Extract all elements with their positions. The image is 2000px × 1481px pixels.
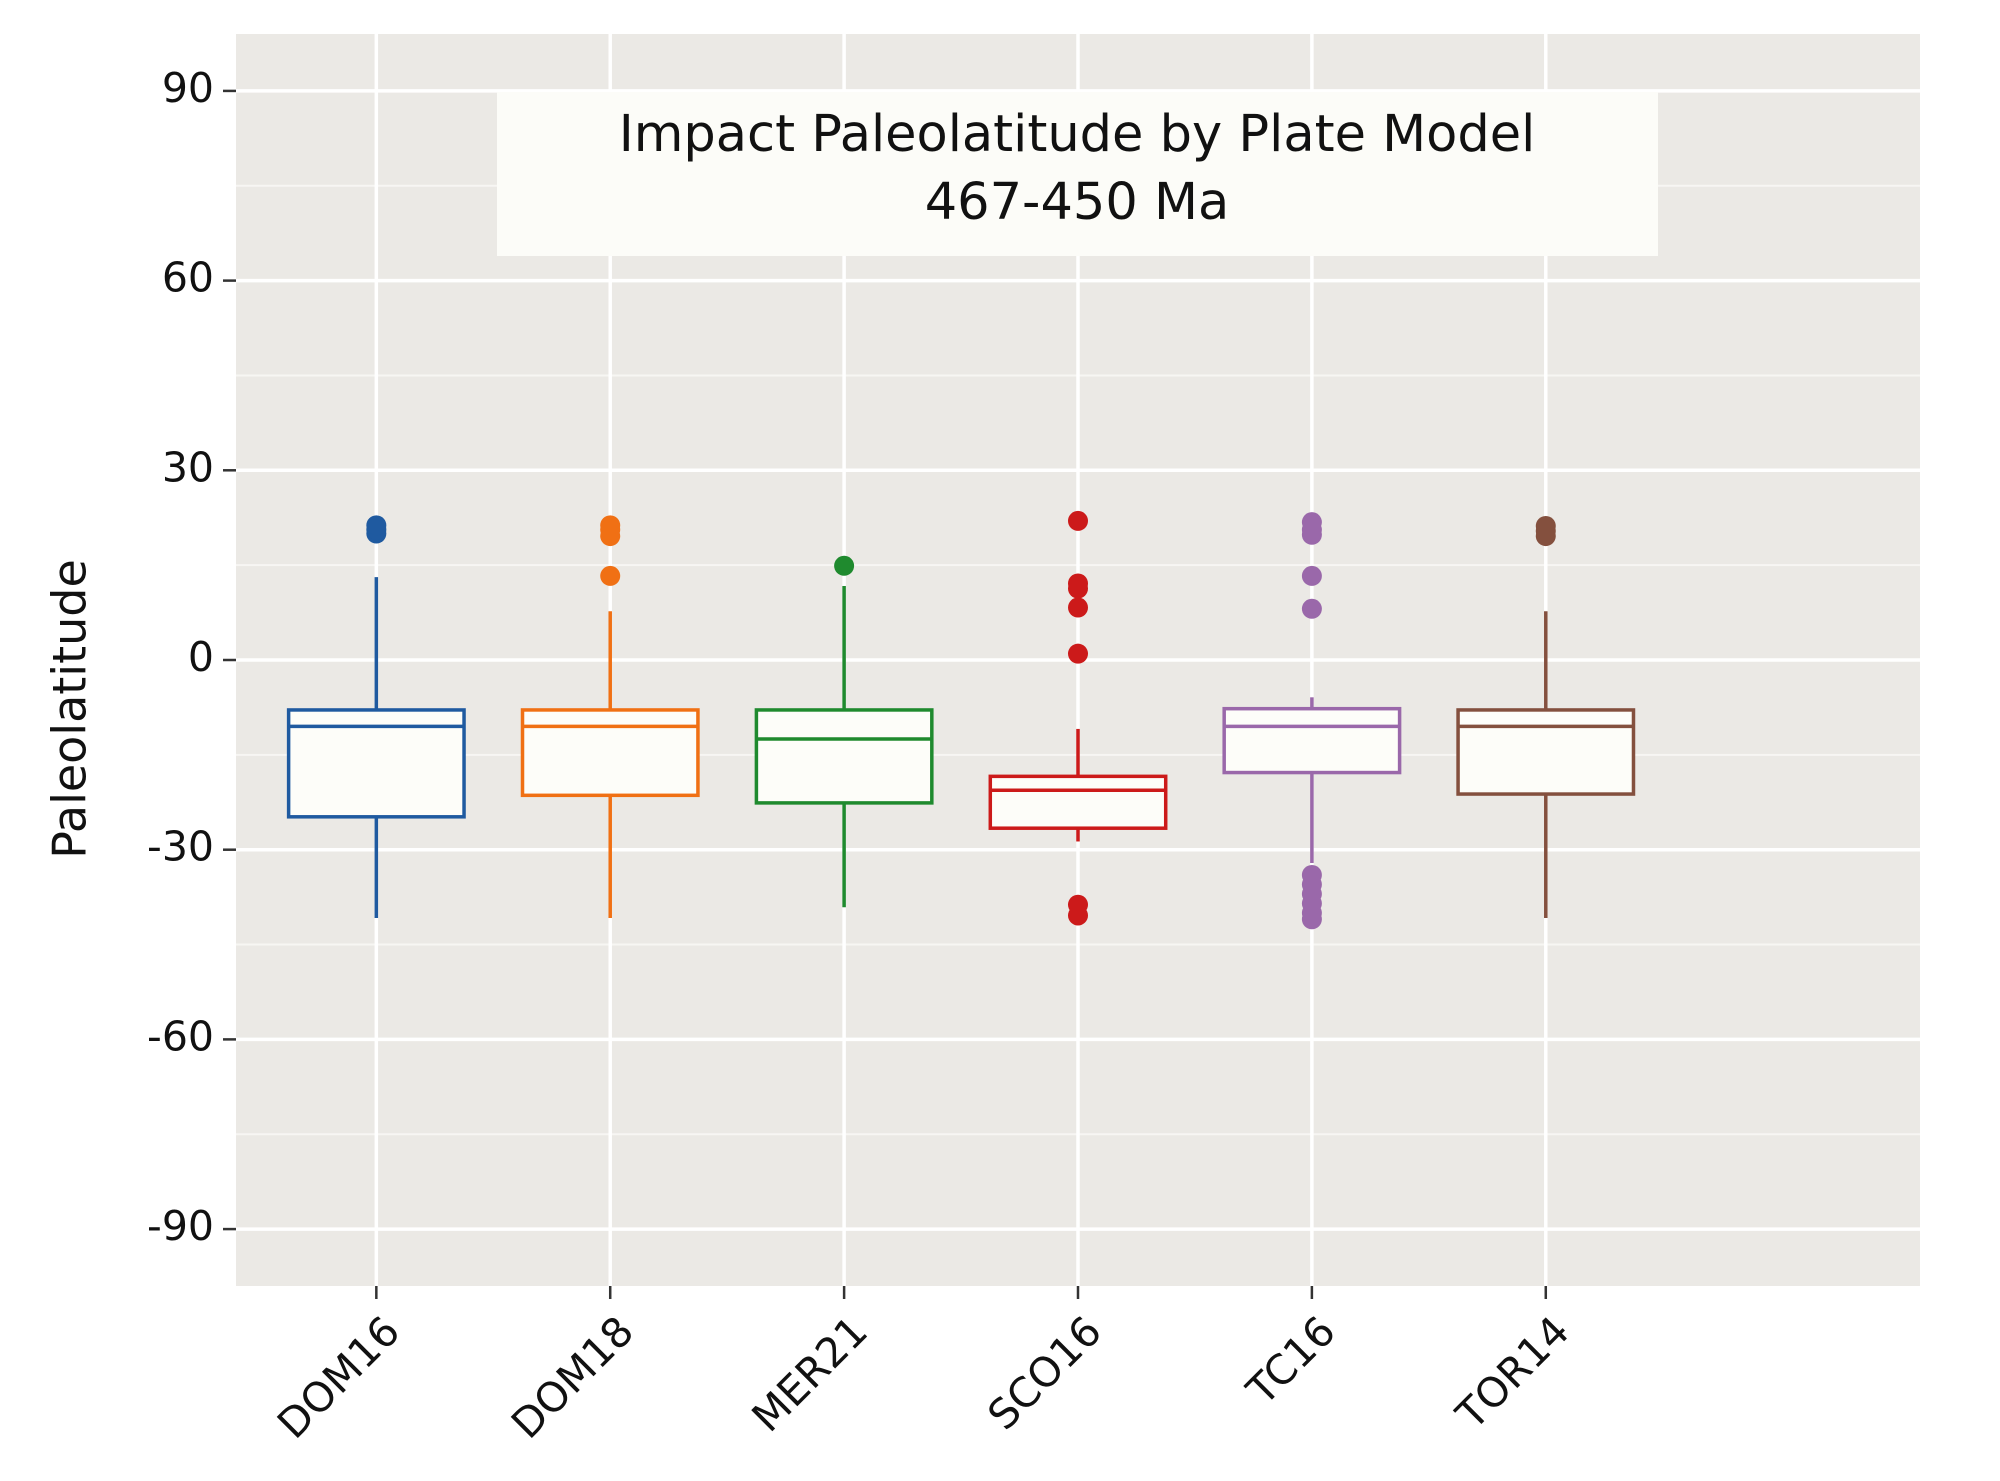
- x-tick-label: MER21: [743, 1307, 877, 1441]
- y-tick-label: -90: [147, 1202, 214, 1250]
- y-tick-label: -60: [147, 1012, 214, 1060]
- outlier: [834, 555, 855, 576]
- y-tick-label: 90: [162, 64, 214, 112]
- y-tick-label: 0: [188, 633, 214, 681]
- outlier: [1068, 578, 1088, 599]
- outlier: [1301, 565, 1322, 586]
- y-tick-label: 60: [162, 254, 214, 302]
- outlier: [1301, 909, 1322, 930]
- chart-title: Impact Paleolatitude by Plate Model: [619, 105, 1536, 164]
- outlier: [600, 515, 621, 536]
- box: [1222, 706, 1402, 775]
- x-tick-label: SCO16: [979, 1307, 1111, 1439]
- x-tick-label: TOR14: [1446, 1307, 1578, 1439]
- outlier: [1068, 510, 1088, 531]
- x-tick-label: DOM18: [502, 1307, 643, 1448]
- outlier: [1301, 524, 1322, 545]
- outlier: [1068, 643, 1088, 664]
- outlier: [600, 565, 621, 586]
- x-tick-label: DOM16: [268, 1307, 409, 1448]
- outlier: [1068, 597, 1088, 618]
- x-tick-label: TC16: [1237, 1307, 1345, 1415]
- y-tick-label: -30: [147, 823, 214, 871]
- y-axis-label: Paleolatitude: [43, 559, 97, 859]
- title-box: [497, 92, 1658, 256]
- outlier: [366, 515, 387, 536]
- outlier: [1301, 598, 1322, 619]
- box: [1456, 708, 1636, 796]
- box: [754, 708, 934, 805]
- outlier: [1068, 905, 1088, 926]
- outlier: [1535, 526, 1556, 547]
- chart-subtitle: 467-450 Ma: [925, 173, 1230, 232]
- y-tick-label: 30: [162, 443, 214, 491]
- box: [520, 708, 700, 798]
- box: [988, 774, 1168, 830]
